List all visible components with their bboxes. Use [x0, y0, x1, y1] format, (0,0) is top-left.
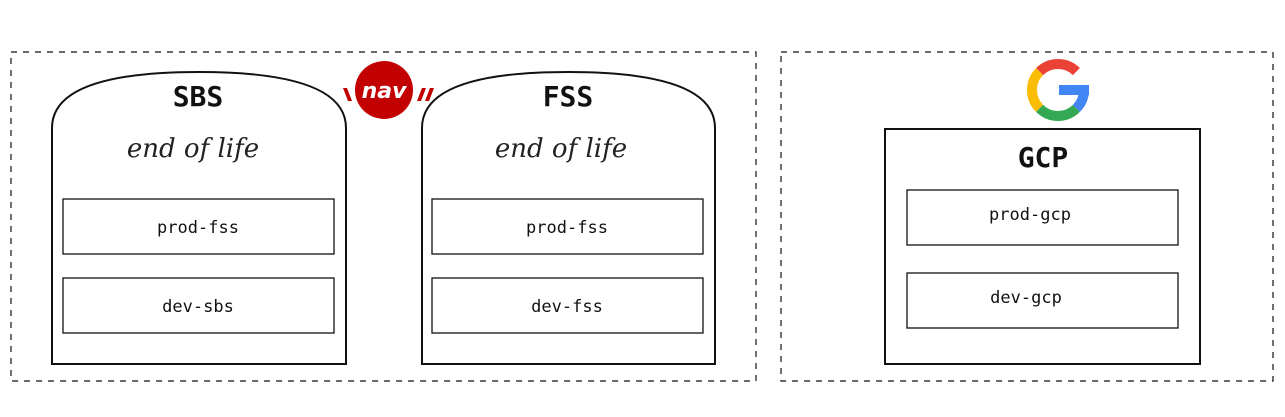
- cluster-label: prod-gcp: [989, 205, 1071, 225]
- provider-gcp: GCP prod-gcp dev-gcp: [884, 128, 1201, 365]
- cloud-group: [780, 51, 1274, 382]
- datacenter-sbs-subtitle: end of life: [127, 134, 259, 164]
- google-logo-icon: [1026, 58, 1090, 122]
- provider-gcp-title: GCP: [1018, 141, 1069, 174]
- datacenter-sbs: SBS end of life prod-fss dev-sbs: [51, 70, 347, 365]
- cluster-box: [906, 272, 1179, 329]
- cluster-box: [62, 198, 335, 255]
- datacenter-sbs-title: SBS: [173, 80, 224, 113]
- cluster-box: [431, 198, 704, 255]
- datacenter-fss-subtitle: end of life: [495, 134, 627, 164]
- cluster-box: [431, 277, 704, 334]
- cluster-box: [906, 189, 1179, 246]
- cluster-label: dev-fss: [531, 297, 603, 317]
- datacenter-fss: FSS end of life prod-fss dev-fss: [421, 70, 716, 365]
- cluster-label: dev-gcp: [990, 288, 1062, 308]
- cluster-label: prod-fss: [157, 218, 239, 238]
- cluster-label: dev-sbs: [162, 297, 234, 317]
- cluster-label: prod-fss: [526, 218, 608, 238]
- cluster-box: [62, 277, 335, 334]
- svg-text:nav: nav: [362, 79, 408, 104]
- onprem-group: [10, 51, 757, 382]
- datacenter-fss-title: FSS: [543, 80, 594, 113]
- nav-logo-icon: nav: [343, 61, 434, 119]
